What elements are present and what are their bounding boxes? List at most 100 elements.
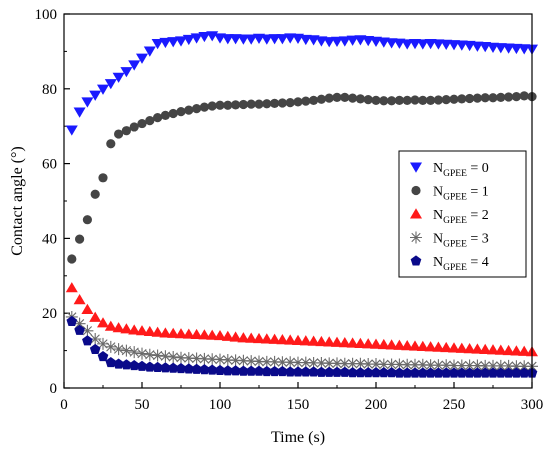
data-point <box>89 333 102 346</box>
data-point <box>332 92 342 103</box>
data-point <box>307 335 320 346</box>
data-point <box>432 341 445 352</box>
data-point <box>424 359 437 372</box>
data-point <box>362 367 374 378</box>
data-point <box>323 357 336 370</box>
x-tick-label: 50 <box>135 397 150 413</box>
data-point <box>472 93 482 103</box>
data-point <box>120 67 133 78</box>
legend-label-rest: = 4 <box>467 255 489 270</box>
data-point <box>120 344 133 357</box>
series-3 <box>65 310 538 373</box>
data-point <box>128 60 141 71</box>
data-point <box>455 40 468 51</box>
data-point <box>309 95 319 105</box>
data-point <box>324 93 334 103</box>
data-point <box>370 358 382 371</box>
data-point <box>346 35 359 46</box>
data-point <box>214 353 226 366</box>
data-point <box>67 254 77 264</box>
data-point <box>487 344 499 355</box>
data-point <box>440 359 453 372</box>
data-point <box>441 95 451 105</box>
data-point <box>97 84 109 95</box>
data-point <box>494 43 507 54</box>
data-point <box>284 366 296 377</box>
data-point <box>510 345 523 356</box>
data-point <box>167 350 180 363</box>
y-tick-label: 0 <box>50 381 58 397</box>
data-point <box>387 96 397 106</box>
data-point <box>160 362 171 373</box>
data-point <box>401 358 414 371</box>
data-point <box>167 362 179 373</box>
data-point <box>168 108 178 119</box>
legend-marker <box>410 255 422 266</box>
data-point <box>276 356 289 369</box>
data-point <box>502 344 515 356</box>
data-point <box>456 367 468 378</box>
data-point <box>268 355 281 368</box>
data-point <box>253 332 265 344</box>
legend-label-main: N <box>433 255 443 270</box>
legend-label-sub: GPEE <box>443 216 467 226</box>
data-point <box>362 338 375 349</box>
data-point <box>113 358 124 369</box>
x-axis-label: Time (s) <box>271 429 325 446</box>
legend-entry-4: NGPEE = 4 <box>410 255 489 273</box>
data-point <box>121 126 131 136</box>
data-point <box>237 34 250 45</box>
data-point <box>159 350 172 363</box>
data-point <box>377 358 390 371</box>
ticks-layer: 0 50 100 150 200 250 300 0 20 40 60 80 100 <box>35 7 544 413</box>
data-point <box>176 107 186 117</box>
data-point <box>378 367 390 378</box>
data-point <box>401 367 413 378</box>
data-point <box>137 118 147 129</box>
data-point <box>153 112 163 123</box>
data-point <box>417 367 429 378</box>
legend-entry-2: NGPEE = 2 <box>410 208 489 226</box>
data-point <box>237 354 250 367</box>
data-point <box>128 324 141 335</box>
data-point <box>331 357 343 370</box>
data-point <box>246 99 256 109</box>
data-point <box>472 367 483 378</box>
data-point <box>432 359 445 372</box>
data-point <box>488 93 498 103</box>
data-point <box>292 366 304 377</box>
legend-label-rest: = 0 <box>467 161 489 176</box>
data-point <box>331 336 343 347</box>
series-2 <box>65 282 538 357</box>
data-point <box>346 337 359 348</box>
data-point <box>339 366 351 377</box>
legend-label-sub: GPEE <box>443 169 467 179</box>
data-point <box>159 327 172 338</box>
data-point <box>299 34 312 46</box>
data-point <box>347 367 358 378</box>
legend-label-rest: = 2 <box>467 208 489 223</box>
data-point <box>245 34 258 45</box>
data-point <box>300 366 312 377</box>
data-point <box>175 328 187 339</box>
data-point <box>440 39 453 50</box>
data-point <box>65 125 78 136</box>
data-point <box>136 360 148 371</box>
plot-frame <box>63 13 533 389</box>
data-point <box>503 367 514 378</box>
data-point <box>510 43 523 55</box>
data-point <box>487 359 499 372</box>
data-point <box>301 96 311 106</box>
data-point <box>112 343 125 356</box>
data-point <box>82 335 93 346</box>
data-point <box>409 367 421 378</box>
data-point <box>222 365 234 376</box>
data-point <box>346 357 359 370</box>
data-point <box>323 336 336 347</box>
data-point <box>214 364 226 375</box>
data-point <box>386 367 397 378</box>
data-point <box>463 343 476 354</box>
data-point <box>416 358 429 371</box>
